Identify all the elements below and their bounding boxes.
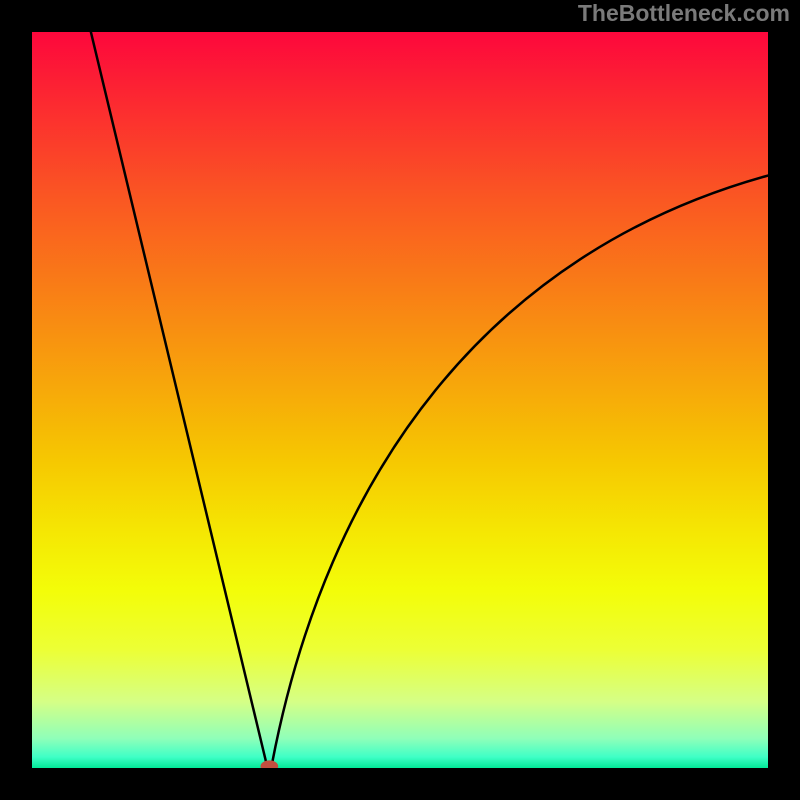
gradient-background [32,32,768,768]
plot-area [32,32,768,768]
watermark-label: TheBottleneck.com [578,0,790,27]
chart-container: TheBottleneck.com [0,0,800,800]
